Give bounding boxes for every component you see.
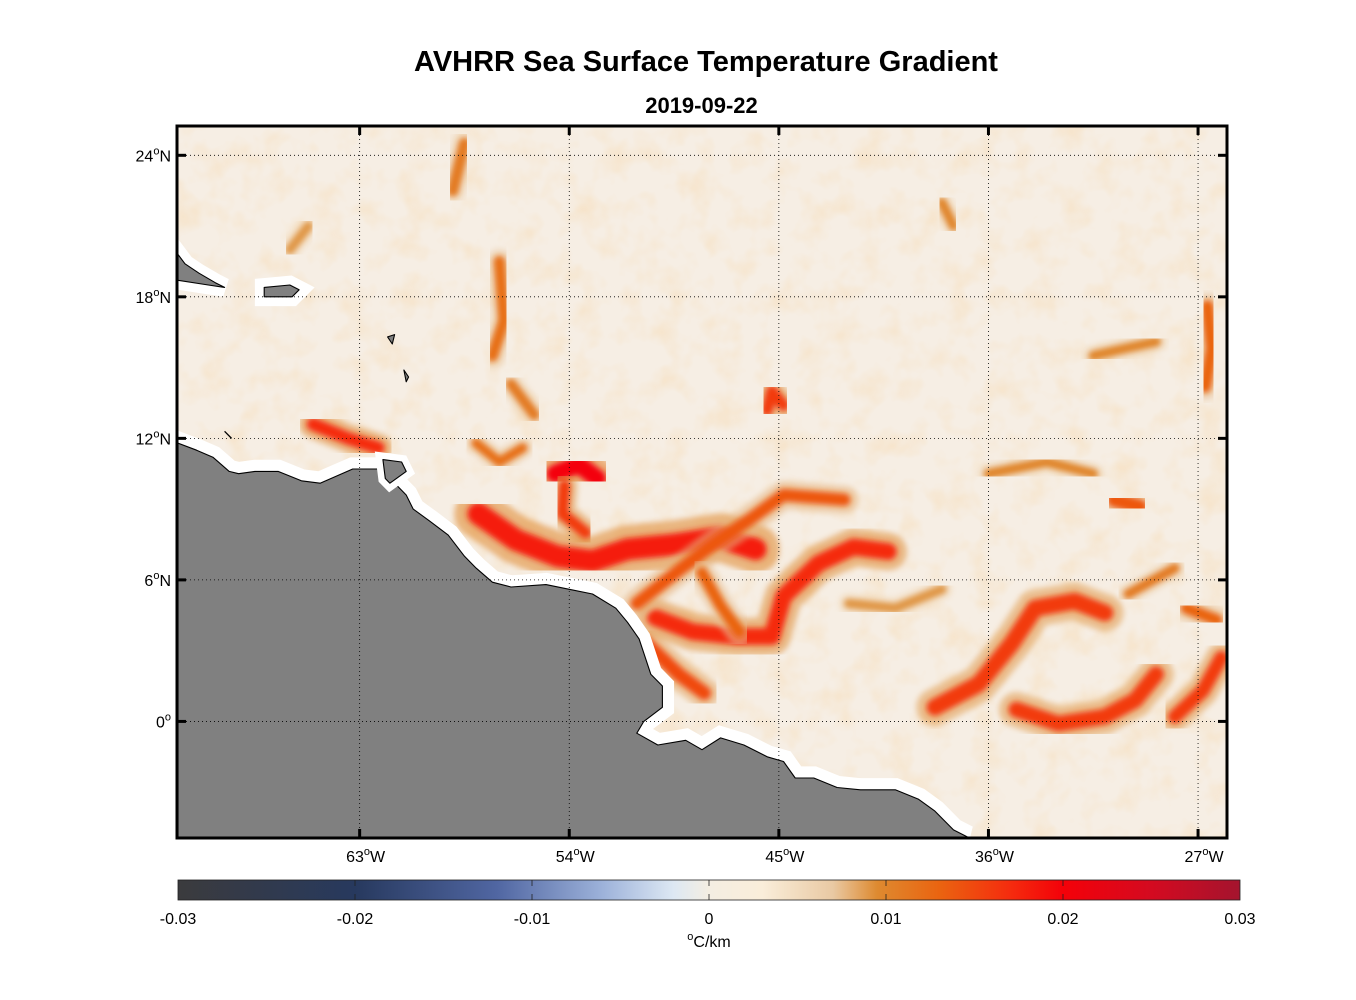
front-core [1088,336,1162,361]
land-mass [387,334,396,345]
island-mark [224,430,233,439]
colorbar-tick-label: -0.02 [337,911,374,928]
front-core [446,137,471,197]
colorbar-tick-label: 0.02 [1047,911,1078,928]
lon-tick-label: 54oW [556,846,596,866]
land-mass [403,369,410,383]
colorbar-tick-label: -0.01 [514,911,551,928]
front-core [1106,492,1148,515]
front-core [1198,299,1219,393]
land-layer [178,238,973,837]
front-core [926,592,1114,716]
front-core [505,378,540,421]
lat-tick-label: 18oN [136,287,171,307]
front-core [546,455,607,488]
map-plot-area: 63oW 54oW 45oW 36oW 27oW 24oN 18oN 12oN 6oN 0o [136,124,1229,866]
colorbar-unit-text: C/km [693,934,730,951]
figure-title: AVHRR Sea Surface Temperature Gradient [414,46,998,78]
colorbar-unit-degree: o [687,931,693,943]
latitude-labels: 24oN 18oN 12oN 6oN 0o [136,145,171,731]
front-core [983,457,1099,479]
lon-tick-label: 36oW [975,846,1015,866]
colorbar: -0.03 -0.02 -0.01 0 0.01 0.02 0.03 oC/km [160,879,1256,951]
colorbar-unit-label: oC/km [687,931,730,951]
colorbar-tick-label: 0.03 [1224,911,1255,928]
land-mass [178,253,226,288]
lon-tick-label: 63oW [346,846,386,866]
front-core [556,479,592,539]
figure-subtitle: 2019-09-22 [645,93,758,118]
front-core [284,221,314,255]
front-core [761,385,790,417]
front-core [1008,666,1165,732]
front-core [471,438,528,467]
front-core [1167,650,1226,724]
colorbar-ticks: -0.03 -0.02 -0.01 0 0.01 0.02 0.03 [160,880,1256,928]
lat-tick-label: 24oN [136,145,171,165]
front-core [306,417,385,455]
colorbar-tick-label: 0.01 [870,911,901,928]
gradient-fronts [278,130,1226,742]
land-mass [178,442,969,837]
longitude-labels: 63oW 54oW 45oW 36oW 27oW [346,846,1224,866]
lon-tick-label: 45oW [765,846,805,866]
colorbar-tick-label: 0 [705,911,714,928]
front-core [1180,602,1223,626]
land-mass [263,284,300,298]
lat-tick-label: 6oN [144,570,171,590]
lat-tick-label: 0o [156,711,171,731]
front-core [1123,563,1180,599]
front-core [630,488,851,610]
graticule [178,127,1226,837]
front-core [843,584,947,614]
front-core [646,538,897,645]
map-frame [175,124,1229,840]
front-core [486,255,510,362]
colorbar-tick-label: -0.03 [160,911,197,928]
lat-tick-label: 12oN [136,428,171,448]
land-mass [382,459,407,484]
front-core [936,197,959,232]
front-core [696,566,746,638]
lon-tick-label: 27oW [1185,846,1225,866]
